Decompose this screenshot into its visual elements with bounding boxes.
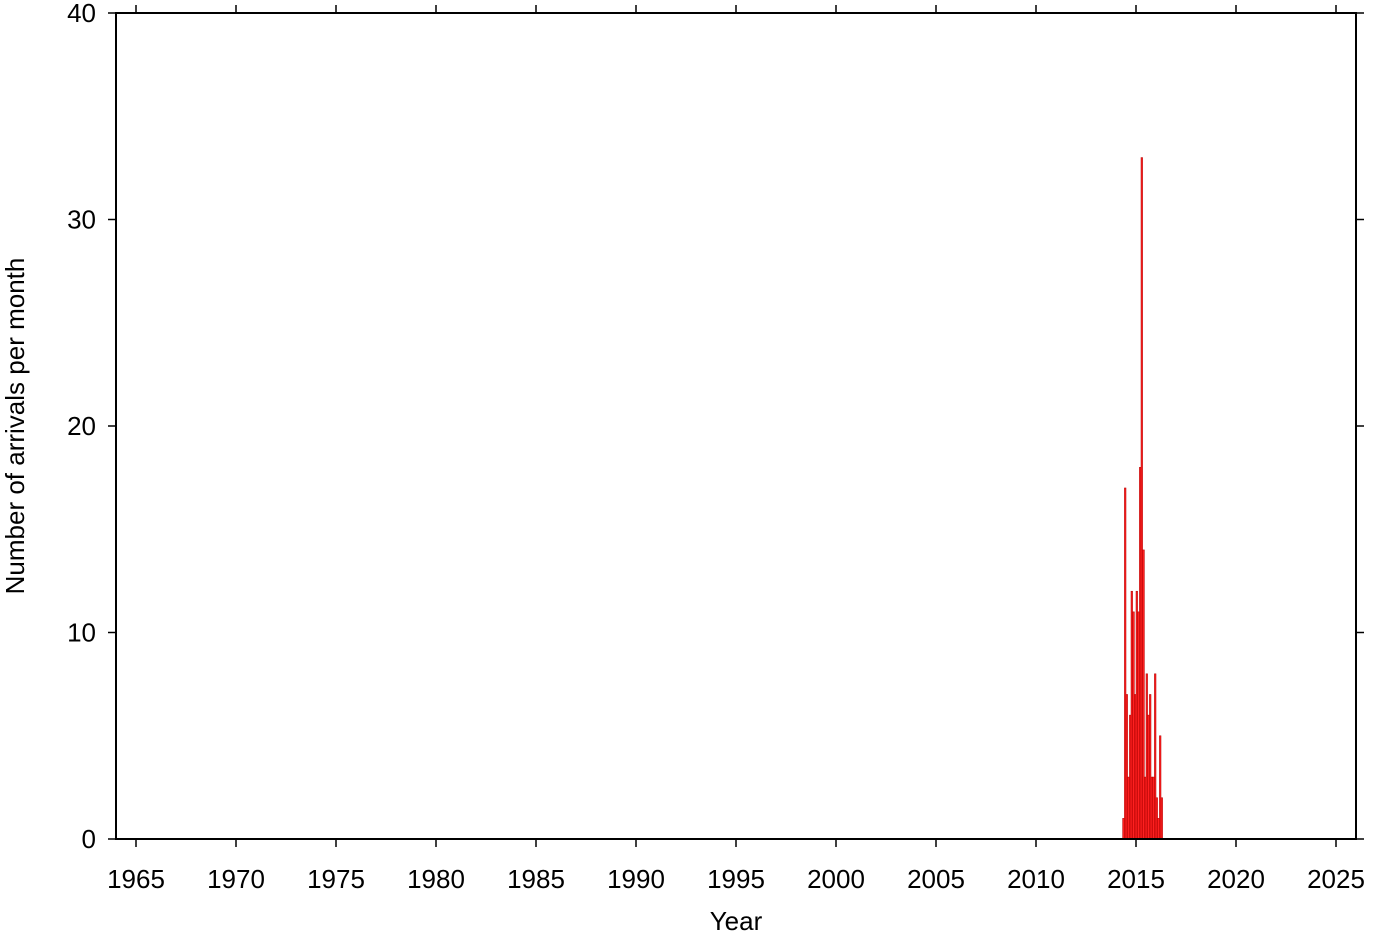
y-tick-label: 30: [67, 205, 96, 235]
bar: [1152, 776, 1155, 840]
y-axis-title: Number of arrivals per month: [0, 258, 30, 595]
bar: [1147, 714, 1150, 840]
x-tick-label: 1985: [507, 864, 565, 894]
x-tick-label: 1975: [307, 864, 365, 894]
x-axis-title: Year: [710, 906, 763, 936]
bar: [1137, 611, 1140, 840]
y-tick-label: 20: [67, 411, 96, 441]
y-tick-label: 0: [82, 824, 96, 854]
x-tick-label: 2020: [1207, 864, 1265, 894]
y-tick-label: 10: [67, 618, 96, 648]
x-tick-label: 1965: [107, 864, 165, 894]
bar: [1132, 611, 1135, 840]
x-tick-label: 1995: [707, 864, 765, 894]
bar: [1160, 797, 1163, 840]
x-tick-label: 2025: [1307, 864, 1365, 894]
bar: [1127, 776, 1130, 840]
x-tick-label: 2000: [807, 864, 865, 894]
bar: [1157, 818, 1160, 840]
x-tick-label: 2015: [1107, 864, 1165, 894]
x-tick-label: 2010: [1007, 864, 1065, 894]
plot-frame: [115, 12, 1357, 840]
x-tick-label: 1990: [607, 864, 665, 894]
bar: [1122, 818, 1125, 840]
y-tick-label: 40: [67, 0, 96, 28]
x-tick-label: 2005: [907, 864, 965, 894]
bar: [1142, 549, 1145, 840]
x-tick-label: 1970: [207, 864, 265, 894]
x-tick-label: 1980: [407, 864, 465, 894]
